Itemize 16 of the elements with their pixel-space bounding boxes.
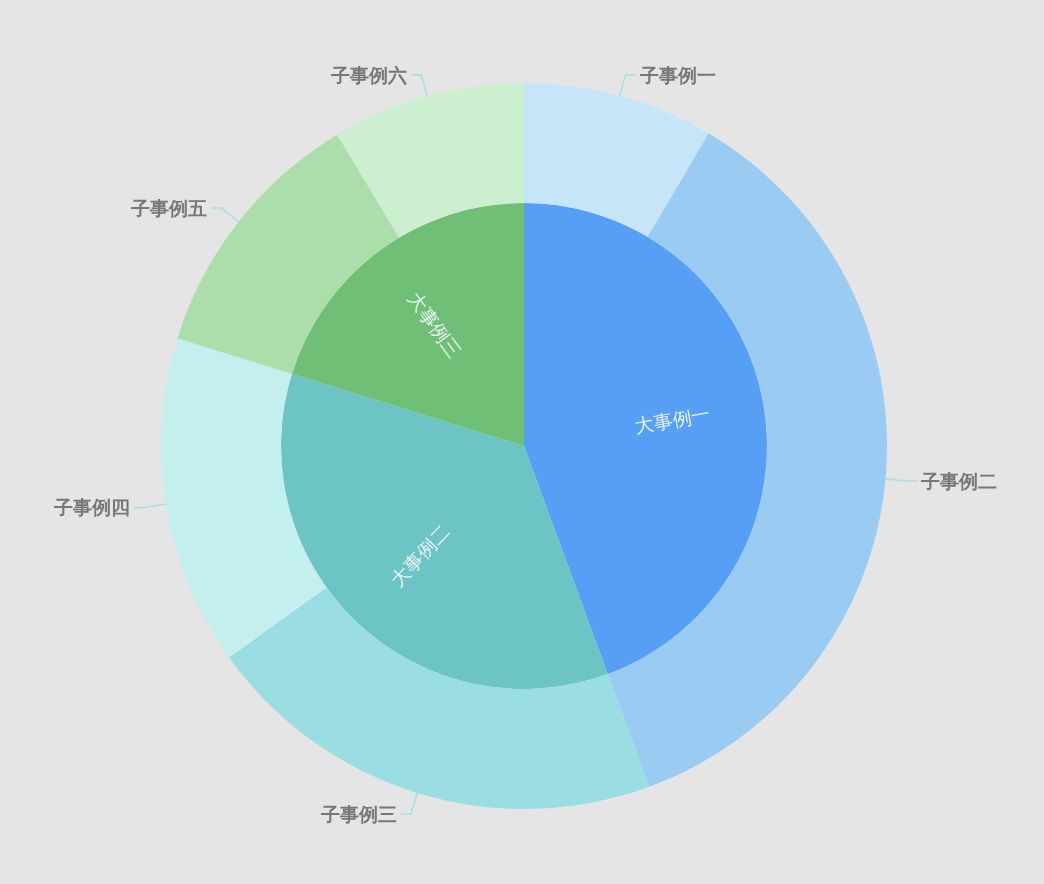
donut-slice <box>161 338 327 658</box>
slice-label: 子事例一 <box>638 63 716 86</box>
slice-label: 大事例一 <box>633 402 712 438</box>
slice-label: 大事例三 <box>403 287 467 362</box>
pie-slice <box>281 373 608 689</box>
slice-label: 子事例四 <box>52 496 130 519</box>
slice-label: 子事例二 <box>920 470 998 493</box>
slice-label: 大事例二 <box>386 520 455 591</box>
donut-slice <box>337 83 524 238</box>
donut-slice <box>607 133 887 787</box>
donut-slice <box>524 83 709 237</box>
pie-slice <box>524 203 767 675</box>
slice-label: 子事例三 <box>319 802 397 825</box>
slice-label: 子事例六 <box>330 63 408 86</box>
slice-label: 子事例五 <box>130 197 208 220</box>
pie-slice <box>291 203 524 446</box>
